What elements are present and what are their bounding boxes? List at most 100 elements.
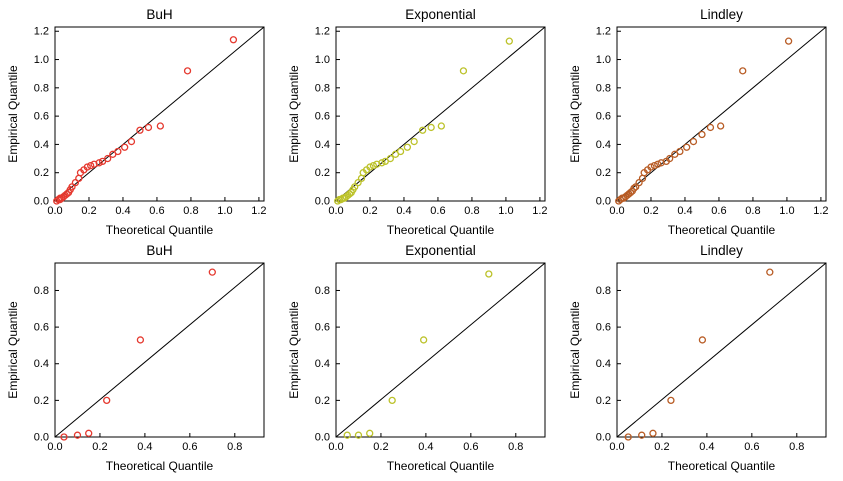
y-tick-label: 0.6 [596, 111, 611, 123]
qq-plot-buh-bottom: BuH 0.0 0.2 0.4 0.6 0.8 0.0 0.2 0.4 0.6 0.8 Theoret… [0, 242, 281, 478]
data-point [784, 37, 793, 45]
data-point [208, 268, 216, 276]
data-point [654, 160, 662, 168]
data-point [698, 130, 706, 139]
data-point [427, 123, 435, 132]
data-point [630, 184, 638, 192]
data-point [127, 137, 136, 146]
x-tick-label: 0.2 [362, 205, 377, 217]
y-tick-label: 0.4 [596, 358, 611, 370]
qq-plot-svg: BuH 0.0 0.2 0.4 0.6 0.8 1.0 1.2 0.0 0.2 0.4 0.6 0.8 1… [6, 7, 267, 237]
data-point [83, 163, 91, 171]
x-tick-label: 0.4 [418, 441, 433, 453]
data-point [136, 126, 144, 134]
y-tick-label: 0.0 [34, 432, 49, 444]
data-point [73, 431, 82, 439]
y-tick-label: 0.6 [596, 322, 611, 334]
data-point [343, 431, 351, 439]
y-axis-label: Empirical Quantile [6, 301, 20, 399]
data-point [388, 396, 396, 405]
data-point [85, 429, 93, 437]
x-tick-label: 1.2 [532, 205, 547, 217]
data-point [104, 154, 112, 163]
data-point [667, 396, 675, 405]
data-point [419, 336, 428, 344]
y-tick-label: 1.2 [34, 26, 49, 38]
x-tick-label: 1.2 [251, 205, 266, 217]
y-tick-label: 0.6 [315, 322, 330, 334]
data-point [666, 154, 674, 163]
y-tick-label: 0.4 [315, 139, 330, 151]
data-point [698, 336, 707, 344]
x-tick-label: 0.4 [677, 205, 692, 217]
data-point [739, 67, 747, 75]
data-point [676, 147, 684, 156]
y-tick-label: 0.8 [596, 285, 611, 297]
y-tick-label: 0.6 [34, 322, 49, 334]
y-tick-label: 0.8 [34, 82, 49, 94]
y-tick-label: 1.2 [596, 26, 611, 38]
x-tick-label: 0.8 [464, 205, 479, 217]
data-point [403, 143, 412, 151]
x-tick-label: 0.4 [396, 205, 411, 217]
identity-line [335, 262, 546, 438]
plot-frame [616, 26, 827, 202]
x-axis-label: Theoretical Quantile [106, 459, 214, 473]
x-tick-label: 0.4 [115, 205, 130, 217]
data-point [183, 67, 192, 75]
data-point [60, 433, 68, 441]
data-point [354, 431, 363, 439]
data-point [366, 429, 374, 437]
x-tick-label: 0.2 [92, 441, 107, 453]
data-point [396, 147, 405, 156]
y-tick-label: 1.0 [596, 54, 611, 66]
y-tick-label: 0.4 [596, 139, 611, 151]
x-tick-label: 0.6 [149, 205, 164, 217]
x-tick-label: 1.0 [498, 205, 513, 217]
x-axis-label: Theoretical Quantile [387, 223, 495, 237]
data-point [386, 154, 395, 163]
data-point [156, 122, 164, 130]
x-tick-label: 0.8 [183, 205, 198, 217]
data-point [410, 137, 418, 146]
x-tick-label: 0.6 [430, 205, 445, 217]
identity-line [616, 26, 827, 202]
qq-plot-grid: BuH 0.0 0.2 0.4 0.6 0.8 1.0 1.2 0.0 0.2 0.4 0.6 0.8 1… [0, 6, 843, 478]
y-axis-label: Empirical Quantile [287, 65, 301, 163]
x-axis-label: Theoretical Quantile [387, 459, 495, 473]
data-point [624, 433, 632, 441]
qq-plot-svg: Lindley 0.0 0.2 0.4 0.6 0.8 0.0 0.2 0.4 0.6 0.8 The… [568, 243, 827, 473]
chart-title: BuH [146, 243, 172, 258]
x-tick-label: 0.6 [744, 441, 759, 453]
y-tick-label: 1.0 [34, 54, 49, 66]
y-tick-label: 0.6 [315, 111, 330, 123]
y-tick-label: 0.0 [596, 196, 611, 208]
data-point [485, 270, 493, 278]
y-axis-label: Empirical Quantile [6, 65, 20, 163]
data-point [649, 429, 657, 437]
data-point [419, 126, 427, 134]
y-tick-label: 1.0 [315, 54, 330, 66]
x-tick-label: 0.8 [789, 441, 804, 453]
y-tick-label: 0.2 [34, 395, 49, 407]
x-tick-label: 1.0 [217, 205, 232, 217]
identity-line [54, 262, 265, 438]
plot-frame [54, 262, 265, 438]
qq-plot-svg: Exponential 0.0 0.2 0.4 0.6 0.8 0.0 0.2 0.4 0.6 0.… [287, 243, 546, 473]
y-axis-label: Empirical Quantile [568, 65, 582, 163]
data-point [369, 161, 378, 170]
chart-title: Lindley [700, 7, 743, 22]
y-tick-label: 0.8 [596, 82, 611, 94]
qq-plot-exponential-bottom: Exponential 0.0 0.2 0.4 0.6 0.8 0.0 0.2 0.4 0.6 0.… [281, 242, 562, 478]
x-tick-label: 0.0 [328, 205, 343, 217]
x-tick-label: 0.2 [81, 205, 96, 217]
data-point [378, 159, 386, 167]
data-point [437, 122, 445, 130]
y-tick-label: 0.2 [596, 167, 611, 179]
y-tick-label: 0.2 [315, 395, 330, 407]
y-tick-label: 1.2 [315, 26, 330, 38]
x-tick-label: 0.0 [47, 205, 62, 217]
y-tick-label: 0.0 [315, 196, 330, 208]
y-tick-label: 0.4 [34, 139, 49, 151]
data-point [121, 143, 129, 151]
